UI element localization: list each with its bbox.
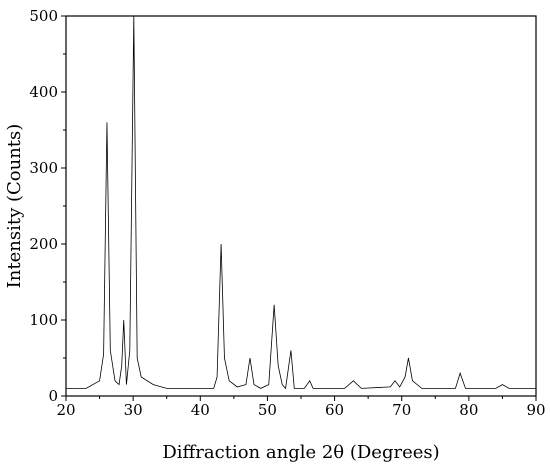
y-tick-label: 300 bbox=[29, 159, 58, 177]
y-tick-label: 400 bbox=[29, 83, 58, 101]
y-tick-label: 100 bbox=[29, 311, 58, 329]
x-tick-label: 90 bbox=[526, 401, 545, 419]
x-tick-label: 50 bbox=[258, 401, 277, 419]
x-tick-label: 40 bbox=[191, 401, 210, 419]
diffraction-series-line bbox=[66, 15, 536, 390]
x-tick-label: 20 bbox=[56, 401, 75, 419]
y-tick-label: 500 bbox=[29, 7, 58, 25]
y-axis-title: Intensity (Counts) bbox=[4, 124, 25, 289]
x-tick-label: 30 bbox=[124, 401, 143, 419]
y-tick-label: 0 bbox=[48, 387, 58, 405]
plot-frame bbox=[65, 15, 537, 397]
x-tick-label: 80 bbox=[459, 401, 478, 419]
x-axis-title: Diffraction angle 2θ (Degrees) bbox=[162, 442, 439, 463]
x-tick-label: 70 bbox=[392, 401, 411, 419]
y-tick-label: 200 bbox=[29, 235, 58, 253]
x-tick-label: 60 bbox=[325, 401, 344, 419]
